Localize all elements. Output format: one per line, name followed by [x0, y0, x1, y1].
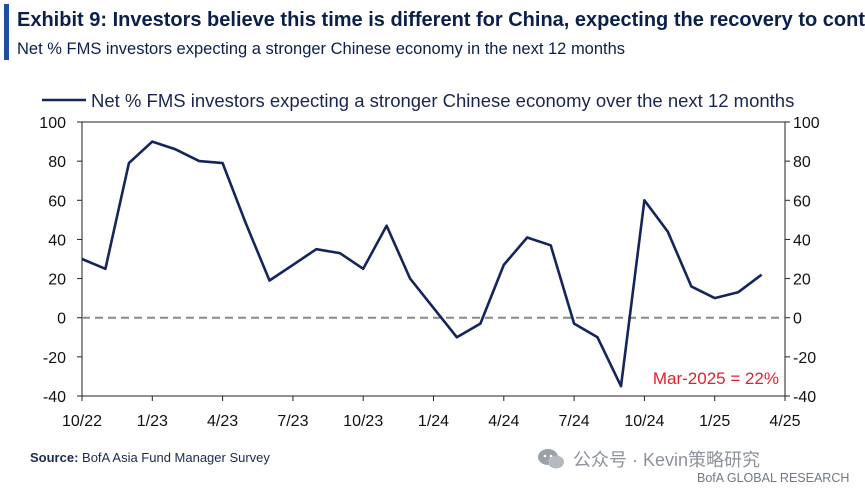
annotation-label: Mar-2025 = 22%	[653, 369, 779, 388]
source-note: Source: BofA Asia Fund Manager Survey	[30, 450, 270, 465]
x-tick-label: 1/23	[137, 413, 168, 430]
x-tick-label: 4/24	[488, 413, 519, 430]
y-tick-label-right: -20	[793, 350, 816, 367]
x-tick-label: 10/23	[343, 413, 383, 430]
source-text: BofA Asia Fund Manager Survey	[82, 450, 270, 465]
x-tick-label: 4/23	[207, 413, 238, 430]
y-tick-label-right: 0	[793, 311, 802, 328]
y-tick-label-left: 60	[48, 193, 66, 210]
x-tick-label: 1/24	[418, 413, 449, 430]
x-tick-label: 1/25	[699, 413, 730, 430]
watermark: 公众号 · Kevin策略研究	[537, 446, 760, 472]
chart-subtitle: Net % FMS investors expecting a stronger…	[17, 40, 626, 58]
y-tick-label-left: -20	[43, 350, 66, 367]
chart-title: Exhibit 9: Investors believe this time i…	[17, 9, 865, 31]
y-tick-label-left: 80	[48, 154, 66, 171]
y-tick-label-right: 100	[793, 115, 820, 132]
accent-bar	[4, 4, 9, 60]
x-tick-label: 4/25	[769, 413, 800, 430]
x-tick-label: 10/22	[62, 413, 102, 430]
x-tick-label: 10/24	[624, 413, 664, 430]
y-tick-label-left: 100	[39, 115, 66, 132]
y-tick-label-left: 20	[48, 272, 66, 289]
y-tick-label-right: 20	[793, 272, 811, 289]
y-tick-label-right: 40	[793, 232, 811, 249]
y-tick-label-right: 80	[793, 154, 811, 171]
y-tick-label-left: 0	[57, 311, 66, 328]
x-tick-label: 7/23	[277, 413, 308, 430]
y-tick-label-left: -40	[43, 389, 66, 406]
wechat-bubbles-icon	[538, 449, 564, 469]
source-label: Source:	[30, 450, 79, 465]
line-chart: 100 100 80 80 60 60 40 40 20 20 0 0 -20 -20 -40 -40 10/2…	[39, 90, 820, 430]
y-tick-label-right: 60	[793, 193, 811, 210]
footer-brand: BofA GLOBAL RESEARCH	[697, 471, 850, 485]
y-tick-label-right: -40	[793, 389, 816, 406]
x-tick-label: 7/24	[559, 413, 590, 430]
series-line	[81, 140, 763, 388]
watermark-text: 公众号 · Kevin策略研究	[573, 450, 761, 470]
legend-label: Net % FMS investors expecting a stronger…	[91, 90, 794, 111]
y-tick-label-left: 40	[48, 232, 66, 249]
